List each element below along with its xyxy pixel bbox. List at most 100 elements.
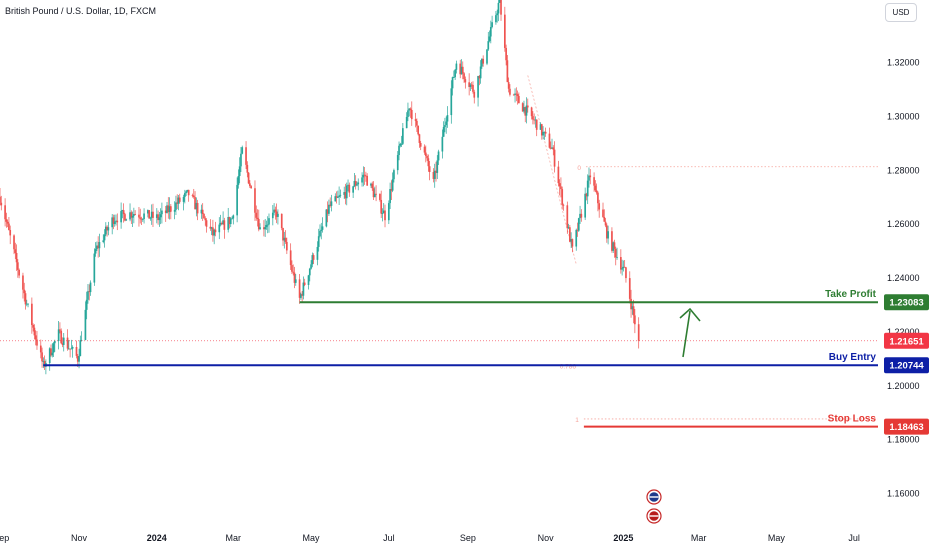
candle-down (366, 175, 369, 186)
candle-down (34, 335, 37, 340)
candle-down (201, 209, 204, 215)
candle-up (307, 275, 310, 285)
candle-up (103, 234, 106, 241)
time-tick-label: May (303, 533, 321, 543)
candle-down (187, 189, 190, 196)
candle-up (433, 170, 436, 179)
candle-down (0, 202, 3, 206)
candle-up (308, 268, 311, 276)
candle-down (76, 355, 79, 362)
time-tick-label: May (768, 533, 786, 543)
candle-up (455, 63, 458, 70)
candle-up (94, 249, 97, 254)
candle-down (423, 146, 426, 153)
candle-up (52, 343, 55, 353)
candle-down (632, 306, 635, 316)
candle-down (390, 189, 393, 191)
economic-events[interactable] (646, 489, 662, 524)
candle-up (80, 339, 83, 341)
candle-down (16, 262, 19, 270)
candle-up (446, 115, 449, 122)
candle-up (345, 185, 348, 199)
candle-down (630, 298, 632, 310)
candle-up (496, 13, 499, 16)
candle-up (302, 282, 305, 296)
candle-down (204, 218, 207, 221)
candle-down (418, 134, 421, 143)
candle-up (70, 348, 73, 350)
candle-up (491, 22, 493, 28)
candle-up (84, 309, 87, 340)
candle-up (120, 211, 122, 223)
candle-up (115, 220, 117, 222)
candle-up (347, 184, 349, 186)
time-axis[interactable]: Sep Nov 2024 Mar May Jul Sep Nov 2025 Mar May Jul (0, 533, 860, 543)
candle-up (266, 224, 269, 226)
price-axis[interactable]: 1.32000 1.30000 1.28000 1.26000 1.24000 1.220… (878, 0, 932, 550)
fib-level-label: 0.786 (560, 363, 577, 370)
candle-down (205, 220, 208, 227)
candle-up (408, 108, 411, 111)
candle-down (293, 272, 296, 283)
candle-down (558, 183, 561, 187)
candle-up (125, 219, 128, 221)
candle-down (354, 180, 357, 186)
candle-down (31, 303, 33, 325)
chart-title: British Pound / U.S. Dollar, 1D, FXCM (5, 6, 157, 16)
candle-up (437, 151, 440, 161)
candle-up (334, 196, 337, 202)
candle-up (268, 218, 270, 225)
last-price-badge[interactable] (884, 332, 929, 349)
stop-loss-price-badge[interactable] (884, 418, 929, 435)
candle-up (631, 306, 634, 310)
candle-down (594, 185, 597, 191)
candle-up (317, 236, 320, 247)
currency-selector[interactable]: USD (885, 3, 917, 22)
candle-up (259, 227, 261, 230)
candle-up (328, 204, 330, 214)
candle-down (106, 226, 108, 231)
candle-down (426, 155, 428, 159)
take-profit-price-badge[interactable] (884, 294, 929, 311)
candle-down (60, 330, 63, 344)
candle-down (482, 58, 485, 64)
candle-up (311, 255, 314, 265)
projection-arrow-shaft (682, 310, 691, 358)
candle-down (134, 214, 136, 215)
candle-down (167, 205, 170, 213)
candle-down (625, 267, 627, 279)
candle-down (605, 225, 608, 239)
candle-up (450, 88, 453, 116)
price-tick-label: 1.16000 (887, 489, 920, 499)
candle-down (505, 47, 507, 61)
candle-up (149, 217, 152, 219)
stop-loss-label: Stop Loss (828, 414, 877, 425)
candle-up (102, 240, 105, 243)
candle-down (414, 119, 417, 121)
candle-down (506, 60, 509, 83)
candle-up (25, 303, 28, 305)
time-tick-label: Sep (460, 533, 476, 543)
candle-down (432, 172, 435, 179)
candle-up (316, 246, 319, 260)
candle-down (194, 197, 196, 210)
candle-down (580, 213, 583, 218)
candle-down (416, 120, 418, 126)
candle-down (164, 210, 167, 213)
candle-up (325, 209, 328, 227)
candle-down (371, 183, 374, 189)
buy-entry-price-badge[interactable] (884, 357, 929, 374)
candle-up (168, 206, 171, 213)
candle-up (294, 279, 297, 283)
candle-up (352, 186, 354, 193)
time-tick-label: Jul (383, 533, 395, 543)
candle-up (42, 361, 45, 362)
candle-down (0, 196, 1, 203)
candle-down (585, 193, 588, 197)
candle-up (184, 193, 186, 197)
candle-up (477, 76, 479, 98)
candle-up (219, 222, 222, 225)
time-tick-label: Nov (538, 533, 555, 543)
fib-level-label: 0 (577, 165, 581, 172)
